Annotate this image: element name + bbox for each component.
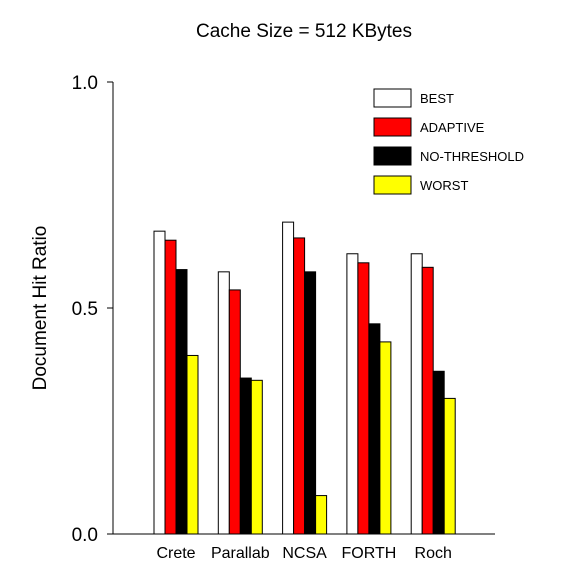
chart-title: Cache Size = 512 KBytes <box>196 21 412 42</box>
legend-swatch-best <box>373 88 412 108</box>
bar-adaptive-roch <box>421 266 434 535</box>
legend-swatch-no-threshold <box>373 146 412 166</box>
bar-best-forth <box>346 253 359 535</box>
x-tick-label: Crete <box>156 545 195 562</box>
legend-label: WORST <box>420 178 468 193</box>
legend-label: ADAPTIVE <box>420 120 485 135</box>
y-tick-label: 0.0 <box>72 525 98 546</box>
legend-swatch-adaptive <box>373 117 412 137</box>
bar-best-crete <box>153 230 166 535</box>
y-tick-label: 1.0 <box>72 73 98 94</box>
bar-no-threshold-ncsa <box>304 271 317 535</box>
x-tick-label: NCSA <box>282 545 327 562</box>
bar-adaptive-ncsa <box>293 237 306 535</box>
bar-best-ncsa <box>282 221 295 535</box>
bar-no-threshold-parallab <box>239 377 252 535</box>
bars <box>153 221 456 535</box>
legend: BEST ADAPTIVE NO-THRESHOLD WORST <box>373 88 524 195</box>
x-tick-label: Parallab <box>211 545 270 562</box>
bar-no-threshold-roch <box>432 370 445 535</box>
x-tick-label: Roch <box>415 545 452 562</box>
bar-adaptive-crete <box>164 239 177 535</box>
bar-no-threshold-crete <box>175 269 188 535</box>
bar-best-parallab <box>217 271 230 535</box>
bar-adaptive-forth <box>357 262 370 535</box>
x-tick-labels: Crete Parallab NCSA FORTH Roch <box>156 545 451 562</box>
y-tick-label: 0.5 <box>72 299 98 320</box>
bar-worst-ncsa <box>315 495 328 535</box>
legend-swatch-worst <box>373 175 412 195</box>
bar-worst-forth <box>379 341 392 535</box>
y-ticks: 0.0 0.5 1.0 <box>72 73 113 546</box>
legend-label: BEST <box>420 91 454 106</box>
y-axis-label: Document Hit Ratio <box>30 226 51 391</box>
legend-label: NO-THRESHOLD <box>420 149 524 164</box>
bar-worst-crete <box>186 354 199 535</box>
x-tick-label: FORTH <box>341 545 396 562</box>
bar-no-threshold-forth <box>368 323 381 535</box>
bar-adaptive-parallab <box>228 289 241 535</box>
bar-worst-parallab <box>250 379 263 535</box>
bar-worst-roch <box>443 397 456 535</box>
bar-best-roch <box>410 253 423 535</box>
